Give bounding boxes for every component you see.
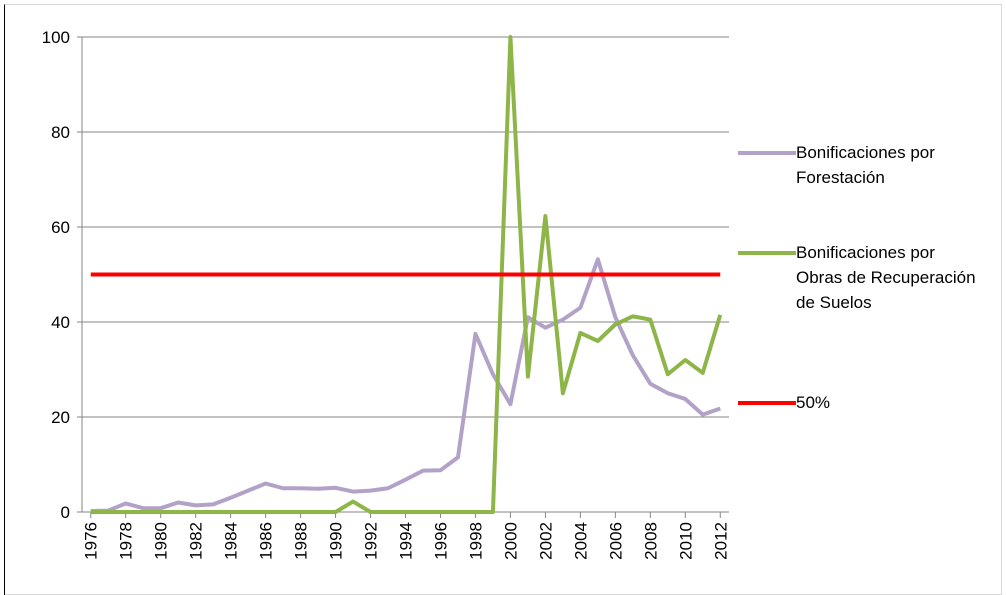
x-tick-label: 2010 <box>676 522 695 560</box>
x-tick-label: 1984 <box>222 522 241 560</box>
x-tick-label: 2006 <box>606 522 625 560</box>
x-tick-label: 1998 <box>466 522 485 560</box>
legend-swatch <box>738 251 796 255</box>
legend-label: 50% <box>796 393 831 412</box>
x-tick-label: 1992 <box>362 522 381 560</box>
legend-swatch <box>738 151 796 155</box>
x-tick-label: 1978 <box>117 522 136 560</box>
legend-swatch <box>738 401 796 405</box>
y-tick-label: 40 <box>51 313 70 332</box>
y-tick-label: 20 <box>51 408 70 427</box>
x-tick-label: 1994 <box>397 522 416 560</box>
x-tick-label: 1986 <box>257 522 276 560</box>
x-tick-label: 1980 <box>152 522 171 560</box>
x-tick-label: 1976 <box>82 522 101 560</box>
x-tick-label: 1996 <box>431 522 450 560</box>
y-tick-label: 100 <box>42 28 70 47</box>
legend-label: Bonificaciones por Obras de Recuperación… <box>796 243 976 312</box>
x-tick-label: 2000 <box>501 522 520 560</box>
x-tick-label: 1982 <box>187 522 206 560</box>
x-tick-label: 1990 <box>327 522 346 560</box>
x-tick-label: 2012 <box>711 522 730 560</box>
series-line <box>90 257 721 514</box>
y-tick-label: 0 <box>61 503 70 522</box>
x-tick-label: 2008 <box>641 522 660 560</box>
y-tick-label: 60 <box>51 218 70 237</box>
x-tick-label: 2004 <box>571 522 590 560</box>
x-tick-label: 2002 <box>536 522 555 560</box>
series-line <box>90 35 723 514</box>
y-tick-label: 80 <box>51 123 70 142</box>
legend-label: Bonificaciones por Forestación <box>796 143 935 187</box>
x-tick-label: 1988 <box>292 522 311 560</box>
